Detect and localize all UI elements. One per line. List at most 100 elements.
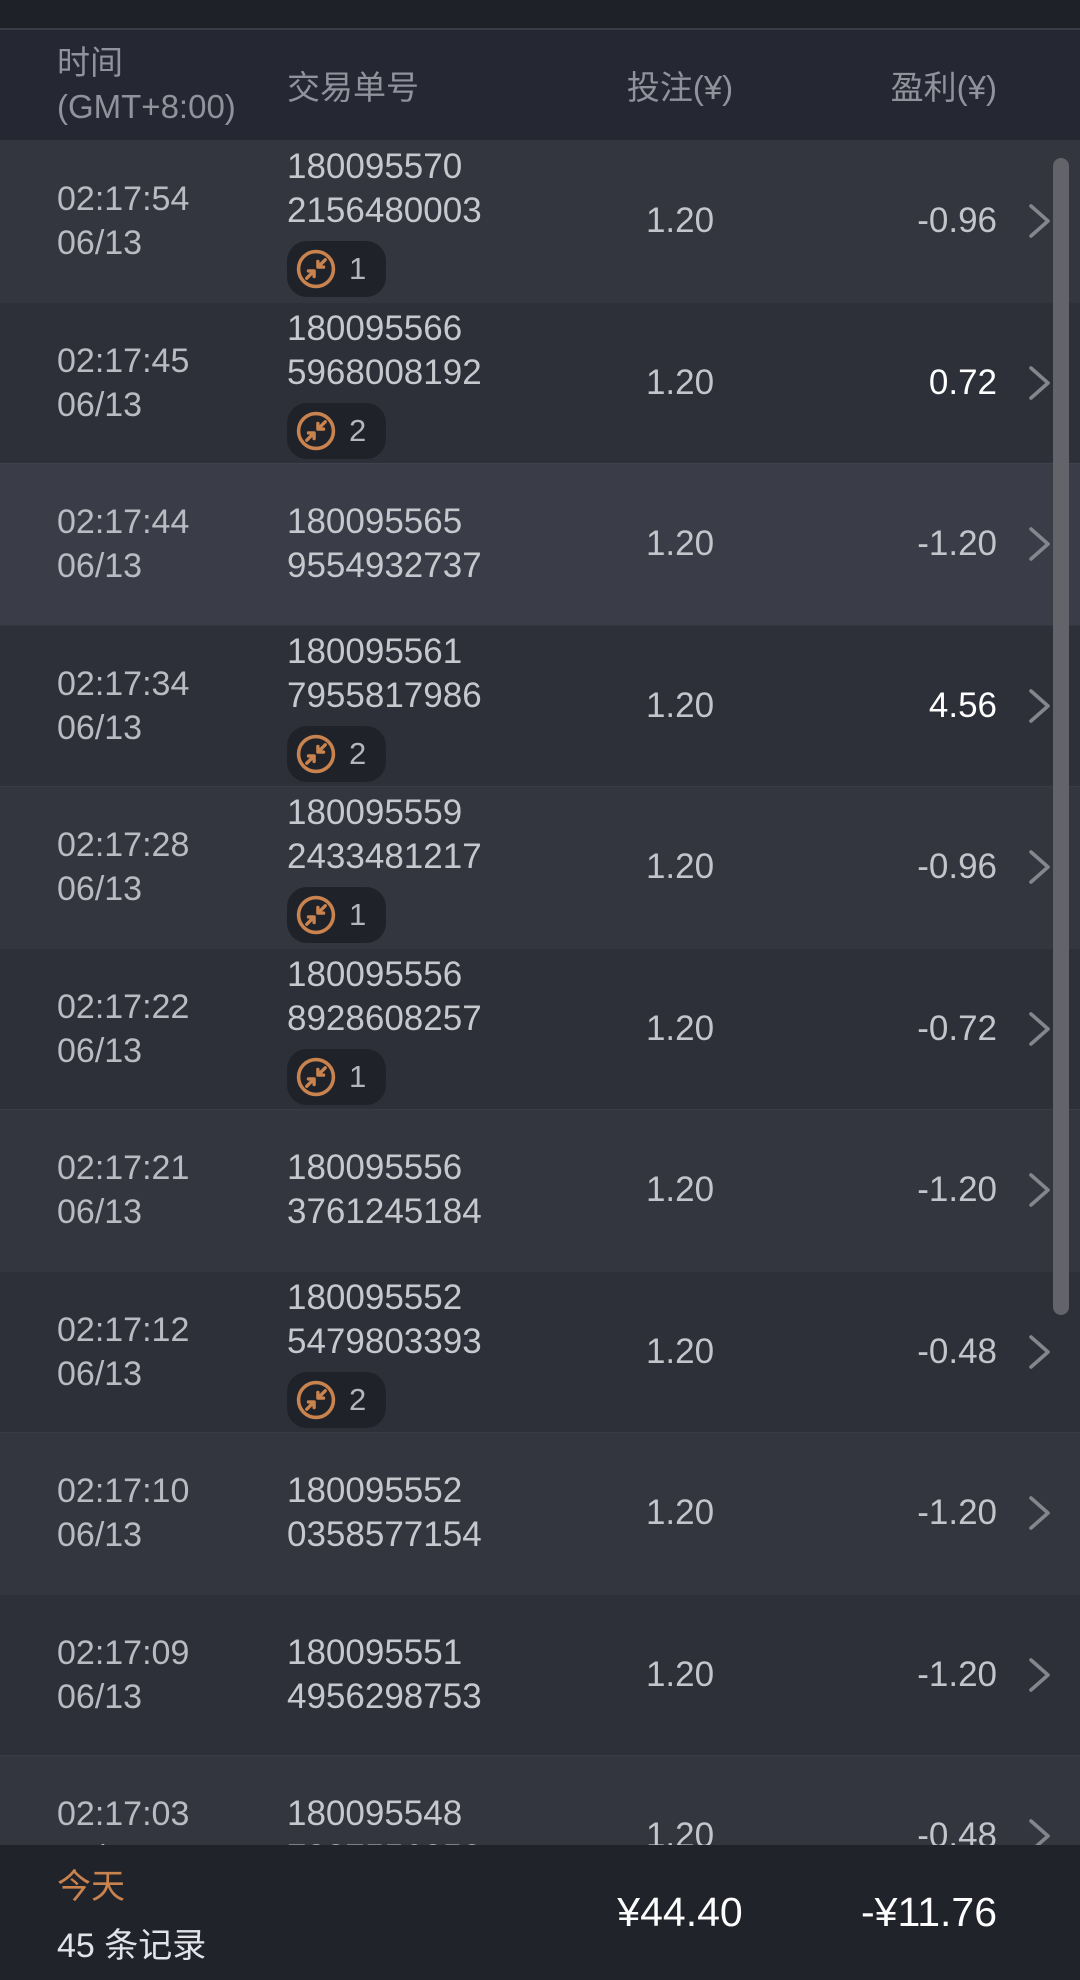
transaction-date-value: 06/13 — [57, 547, 143, 586]
order-number-line2: 2156480003 — [287, 190, 482, 230]
chevron-right-icon — [997, 520, 1080, 568]
bet-amount: 1.20 — [645, 1493, 715, 1533]
transaction-row[interactable]: 02:17:09 06/13 180095551 4956298753 1.20… — [0, 1593, 1080, 1755]
transaction-date-value: 06/13 — [57, 1193, 143, 1232]
transaction-time: 02:17:54 06/13 — [0, 177, 230, 265]
order-number-line1: 180095552 — [287, 1471, 463, 1511]
transaction-order: 180095556 8928608257 1 — [230, 953, 590, 1105]
period-label[interactable]: 今天 — [57, 1867, 125, 1906]
transaction-date-value: 06/13 — [57, 1031, 143, 1070]
profit-amount: 4.56 — [928, 685, 997, 725]
order-number-line2: 3761245184 — [287, 1192, 482, 1232]
chevron-right-icon — [997, 1489, 1080, 1537]
order-number-line1: 180095556 — [287, 1148, 463, 1188]
swap-arrows-icon — [295, 733, 337, 775]
transaction-time: 02:17:22 06/13 — [0, 985, 230, 1073]
profit-amount: -0.96 — [917, 200, 997, 240]
transaction-order: 180095552 5479803393 2 — [230, 1276, 590, 1428]
transaction-row[interactable]: 02:17:12 06/13 180095552 5479803393 2 1.… — [0, 1270, 1080, 1432]
order-number-line2: 4956298753 — [287, 1676, 482, 1716]
transaction-row[interactable]: 02:17:28 06/13 180095559 2433481217 1 1.… — [0, 786, 1080, 948]
scrollbar-thumb[interactable] — [1053, 158, 1069, 1315]
chevron-right-icon — [997, 1166, 1080, 1214]
transaction-row[interactable]: 02:17:44 06/13 180095565 9554932737 1.20… — [0, 463, 1080, 625]
chevron-right-icon — [997, 359, 1080, 407]
transaction-time-value: 02:17:21 — [57, 1149, 190, 1188]
transaction-time-value: 02:17:22 — [57, 987, 190, 1026]
table-header: 时间 (GMT+8:00) 交易单号 投注(¥) 盈利(¥) — [0, 30, 1080, 140]
swap-arrows-icon — [295, 1056, 337, 1098]
bet-amount: 1.20 — [645, 847, 715, 887]
chevron-right-icon — [997, 1005, 1080, 1053]
transaction-date-value: 06/13 — [57, 1516, 143, 1555]
settlement-badge: 2 — [287, 725, 387, 782]
transaction-row[interactable]: 02:17:10 06/13 180095552 0358577154 1.20… — [0, 1432, 1080, 1594]
order-number-line2: 5479803393 — [287, 1321, 482, 1361]
chevron-right-icon — [997, 1328, 1080, 1376]
bet-amount: 1.20 — [645, 1170, 715, 1210]
transaction-time: 02:17:12 06/13 — [0, 1308, 230, 1396]
transaction-row[interactable]: 02:17:22 06/13 180095556 8928608257 1 1.… — [0, 947, 1080, 1109]
transaction-time-value: 02:17:34 — [57, 664, 190, 703]
profit-amount: 0.72 — [928, 362, 997, 402]
transaction-order: 180095561 7955817986 2 — [230, 630, 590, 782]
settlement-badge: 1 — [287, 887, 387, 944]
transaction-row[interactable]: 02:17:54 06/13 180095570 2156480003 1 1.… — [0, 140, 1080, 302]
order-number-line1: 180095556 — [287, 954, 463, 994]
order-number-line2: 8928608257 — [287, 998, 482, 1038]
transaction-date-value: 06/13 — [57, 870, 143, 909]
bet-amount: 1.20 — [645, 1816, 715, 1845]
transaction-date-value: 06/13 — [57, 223, 143, 262]
order-number-line1: 180095565 — [287, 502, 463, 542]
settlement-count: 1 — [349, 897, 367, 933]
profit-amount: -0.72 — [917, 1008, 997, 1048]
bet-amount: 1.20 — [645, 524, 715, 564]
column-header-time-line1: 时间 — [57, 44, 123, 81]
bet-amount: 1.20 — [645, 1008, 715, 1048]
order-number-line1: 180095561 — [287, 631, 463, 671]
profit-amount: -1.20 — [917, 524, 997, 564]
bet-amount: 1.20 — [645, 200, 715, 240]
profit-amount: -0.48 — [917, 1816, 997, 1845]
column-header-profit: 盈利(¥) — [890, 69, 997, 106]
transaction-row[interactable]: 02:17:34 06/13 180095561 7955817986 2 1.… — [0, 624, 1080, 786]
order-number-line1: 180095551 — [287, 1632, 463, 1672]
transaction-order: 180095570 2156480003 1 — [230, 145, 590, 297]
order-number-line2: 0358577154 — [287, 1515, 482, 1555]
transaction-time-value: 02:17:54 — [57, 179, 190, 218]
transaction-date-value: 06/13 — [57, 1354, 143, 1393]
transaction-row[interactable]: 02:17:45 06/13 180095566 5968008192 2 1.… — [0, 301, 1080, 463]
order-number-line2: 2433481217 — [287, 837, 482, 877]
transaction-row[interactable]: 02:17:21 06/13 180095556 3761245184 1.20… — [0, 1109, 1080, 1271]
transaction-order: 180095552 0358577154 — [230, 1469, 590, 1557]
transaction-order: 180095566 5968008192 2 — [230, 307, 590, 459]
transaction-time-value: 02:17:03 — [57, 1795, 190, 1834]
chevron-right-icon — [997, 682, 1080, 730]
settlement-count: 1 — [349, 250, 367, 286]
transaction-list: 02:17:54 06/13 180095570 2156480003 1 1.… — [0, 140, 1080, 1845]
transaction-date-value: 06/13 — [57, 1836, 230, 1845]
profit-amount: -0.96 — [917, 847, 997, 887]
order-number-line1: 180095548 — [287, 1794, 463, 1834]
column-header-time: 时间 (GMT+8:00) — [0, 41, 236, 129]
swap-arrows-icon — [295, 1379, 337, 1421]
transaction-time: 02:17:44 06/13 — [0, 500, 230, 588]
transaction-time: 02:17:09 06/13 — [0, 1631, 230, 1719]
transaction-time-value: 02:17:28 — [57, 826, 190, 865]
transaction-order: 180095565 9554932737 — [230, 500, 590, 588]
column-header-bet: 投注(¥) — [626, 69, 734, 106]
profit-amount: -1.20 — [917, 1654, 997, 1694]
chevron-right-icon — [997, 1651, 1080, 1699]
transaction-order: 180095556 3761245184 — [230, 1146, 590, 1234]
transaction-time: 02:17:03 06/13 — [0, 1792, 230, 1845]
transaction-row[interactable]: 02:17:03 06/13 180095548 7827556353 1.20… — [0, 1755, 1080, 1845]
transaction-time: 02:17:21 06/13 — [0, 1146, 230, 1234]
profit-amount: -0.48 — [917, 1331, 997, 1371]
transaction-time: 02:17:10 06/13 — [0, 1469, 230, 1557]
settlement-count: 2 — [349, 1381, 367, 1417]
transaction-date-value: 06/13 — [57, 385, 143, 424]
order-number-line2: 5968008192 — [287, 352, 482, 392]
transaction-time-value: 02:17:44 — [57, 503, 190, 542]
bet-total: ¥44.40 — [617, 1889, 743, 1935]
transaction-order: 180095548 7827556353 — [230, 1792, 590, 1845]
